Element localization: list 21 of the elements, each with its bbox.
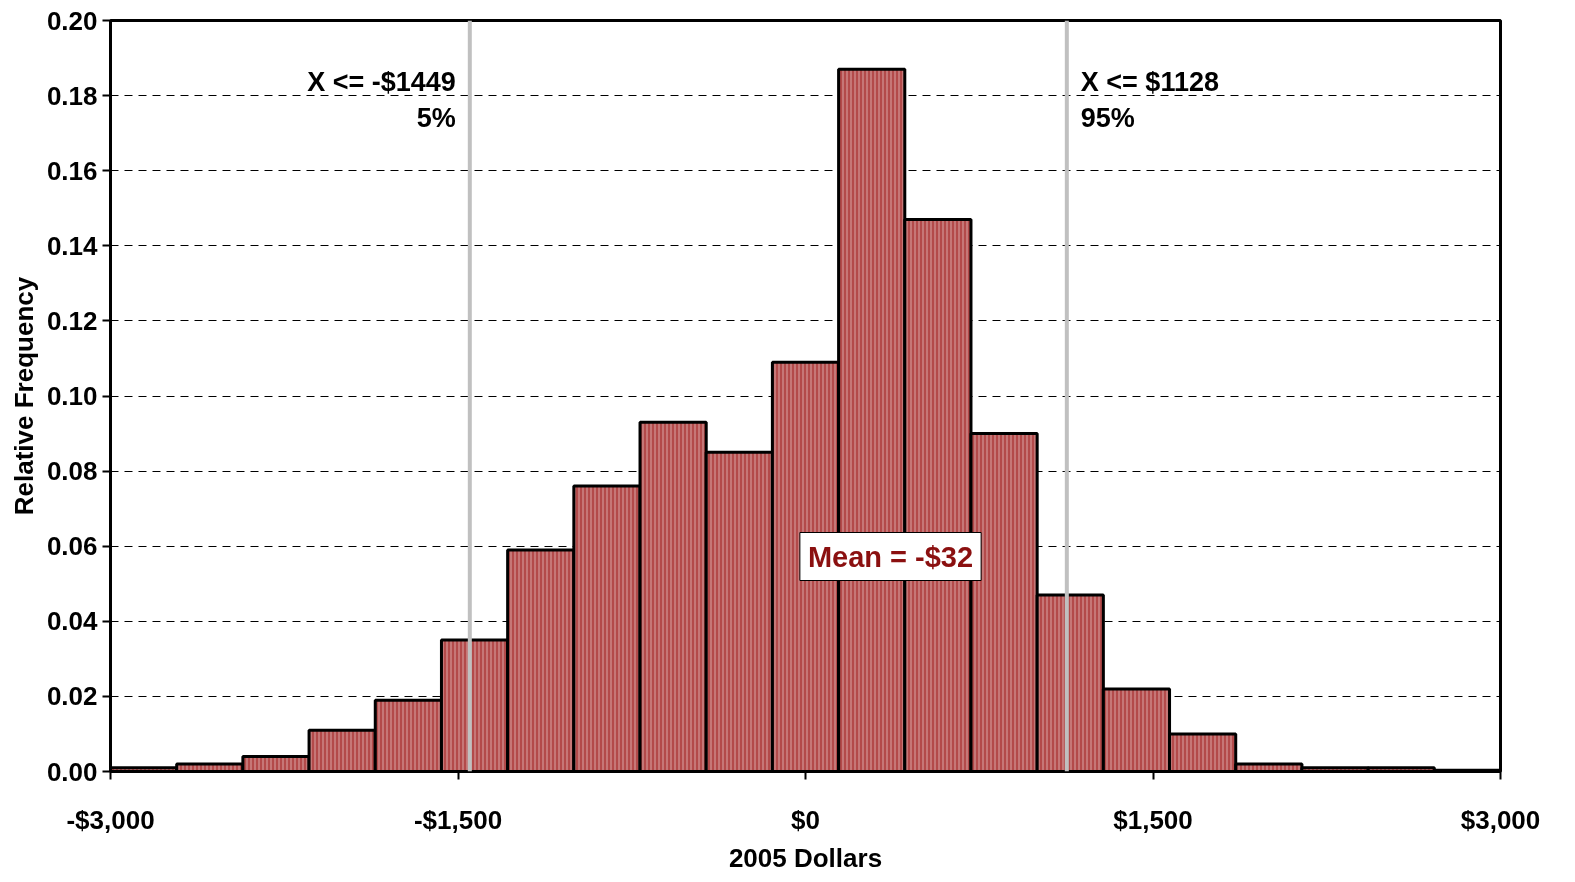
ref-line-label: X <= $1128 95%: [1080, 67, 1219, 134]
y-tick-label: 0.02: [46, 681, 98, 712]
y-axis-title: Relative Frequency: [8, 276, 39, 516]
x-tick-label: -$1,500: [413, 804, 503, 835]
y-tick-label: 0.20: [46, 5, 98, 36]
y-tick-label: 0.08: [46, 456, 98, 487]
y-tick-label: 0.12: [46, 305, 98, 336]
x-tick-label: $1,500: [1113, 804, 1193, 835]
y-tick-label: 0.06: [46, 531, 98, 562]
x-axis-title: 2005 Dollars: [728, 842, 883, 873]
y-tick-label: 0.16: [46, 155, 98, 186]
annotation: Mean = -$32: [807, 540, 974, 573]
y-tick-label: 0.10: [46, 381, 98, 411]
x-tick-label: -$3,000: [66, 804, 155, 835]
x-tick-label: $0: [791, 804, 820, 835]
y-tick-label: 0.14: [46, 230, 99, 261]
y-tick-label: 0.18: [46, 80, 98, 111]
ref-line-label: X <= -$1449 5%: [307, 67, 456, 134]
y-tick-label: 0.00: [46, 756, 98, 787]
y-tick-label: 0.04: [46, 606, 99, 637]
x-tick-label: $3,000: [1460, 804, 1541, 835]
